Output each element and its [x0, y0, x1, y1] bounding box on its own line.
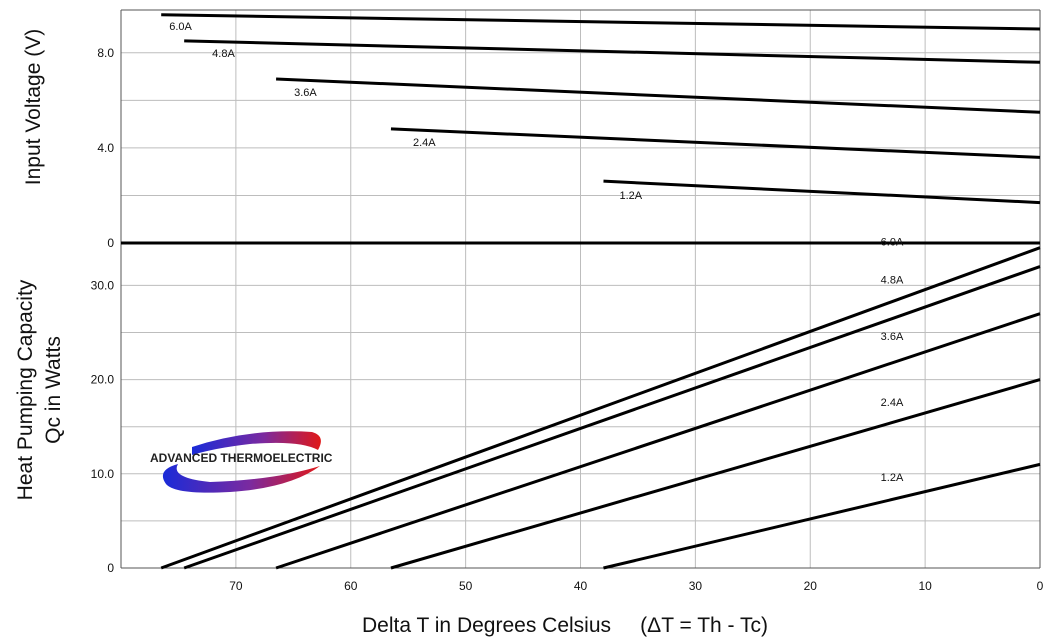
series-labels: 6.0A 4.8A 3.6A 2.4A 1.2A 6.0A 4.8A 3.6A 2.4A 1.2A	[169, 21, 904, 484]
y-tick-label-voltage: 4.0	[97, 141, 114, 155]
heat-line-label: 4.8A	[881, 274, 904, 286]
heat-line-1.2A	[603, 462, 1041, 570]
voltage-line-label: 1.2A	[619, 190, 642, 202]
x-tick-label: 40	[574, 579, 588, 593]
y-tick-label-heat: 0	[107, 561, 114, 575]
heat-line-label: 1.2A	[881, 472, 904, 484]
voltage-line-2.4A	[390, 127, 1041, 159]
voltage-line-label: 6.0A	[169, 21, 192, 33]
voltage-line-4.8A	[184, 39, 1041, 64]
heat-line-3.6A	[275, 312, 1041, 570]
y-tick-label-voltage: 8.0	[97, 46, 114, 60]
voltage-line-label: 3.6A	[294, 87, 317, 99]
x-tick-label: 70	[229, 579, 243, 593]
series-lines	[160, 13, 1041, 570]
y-axis-label-heat-line1: Heat Pumping Capacity	[14, 279, 37, 500]
y-axis-label-heat-line2: Qc in Watts	[42, 336, 65, 444]
x-axis-label: Delta T in Degrees Celsius (ΔT = Th - Tc…	[362, 614, 768, 637]
x-tick-label: 50	[459, 579, 473, 593]
advanced-thermoelectric-logo: ADVANCED THERMOELECTRIC	[150, 431, 333, 493]
heat-line-label: 2.4A	[881, 397, 904, 409]
y-tick-label-zero: 0	[107, 236, 114, 250]
voltage-line-1.2A	[603, 179, 1041, 205]
y-tick-label-heat: 30.0	[91, 278, 115, 292]
voltage-line-label: 2.4A	[413, 137, 436, 149]
heat-line-6.0A	[160, 246, 1041, 570]
heat-line-label: 3.6A	[881, 331, 904, 343]
tick-labels: 70 60 50 40 30 20 10 0 4.0 8.0 0 0 10.0 20.0 30.0	[91, 46, 1044, 593]
y-axis-label-voltage: Input Voltage (V)	[22, 29, 45, 185]
x-tick-label: 10	[918, 579, 932, 593]
heat-line-4.8A	[183, 265, 1041, 570]
axes	[120, 9, 1041, 569]
y-tick-label-heat: 10.0	[91, 467, 115, 481]
voltage-line-3.6A	[276, 77, 1041, 114]
heat-line-label: 6.0A	[881, 237, 904, 249]
y-tick-label-heat: 20.0	[91, 373, 115, 387]
x-tick-label: 0	[1037, 579, 1044, 593]
x-tick-label: 20	[804, 579, 818, 593]
x-tick-label: 30	[689, 579, 703, 593]
logo-text: ADVANCED THERMOELECTRIC	[150, 451, 333, 465]
x-tick-label: 60	[344, 579, 358, 593]
heat-line-2.4A	[390, 378, 1041, 570]
voltage-line-label: 4.8A	[212, 48, 235, 60]
voltage-line-6.0A	[161, 13, 1041, 31]
